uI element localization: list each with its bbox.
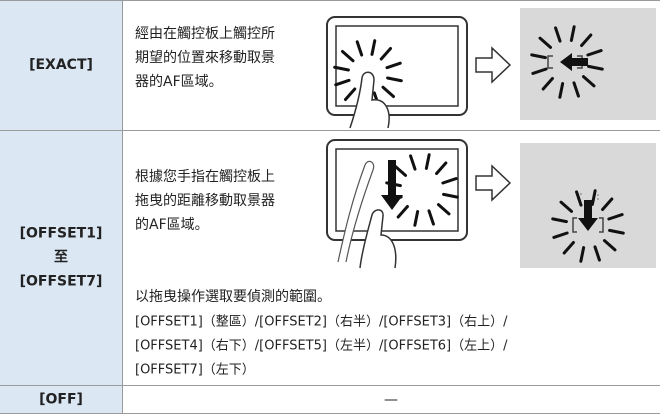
burst-stroke — [393, 164, 408, 177]
burst-stroke — [413, 210, 420, 227]
option-line: [OFFSET7]（左下） — [135, 363, 255, 378]
burst-stroke — [442, 192, 459, 199]
burst-stroke — [396, 204, 409, 219]
label-column — [0, 0, 122, 414]
burst-stroke — [559, 200, 574, 213]
note: 以拖曳操作選取要偵測的範圍。 — [135, 288, 331, 305]
burst-stroke — [552, 231, 569, 239]
touchpad-illustration — [326, 16, 468, 129]
burst-stroke — [580, 33, 593, 48]
description: 經由在觸控板上觸控所 — [135, 26, 275, 42]
burst-stroke — [581, 75, 596, 88]
burst-stroke — [370, 39, 377, 56]
burst-stroke — [530, 53, 547, 60]
burst-stroke — [427, 209, 435, 226]
burst-stroke — [572, 81, 580, 98]
arrow-icon — [475, 46, 512, 84]
burst-stroke — [541, 76, 554, 91]
description: 根據您手指在觸控板上 — [135, 168, 275, 185]
burst-stroke — [385, 61, 402, 70]
burst-stroke — [586, 49, 603, 57]
burst-stroke — [551, 217, 568, 224]
burst-stroke — [601, 197, 614, 212]
description: — — [384, 392, 398, 408]
burst-stroke — [562, 240, 575, 255]
description: 拖曳的距離移動取景器 — [135, 192, 275, 209]
row-label: [OFF] — [39, 392, 83, 408]
row-label: [EXACT] — [29, 57, 93, 73]
burst-stroke — [435, 161, 448, 176]
description: 期望的位置來移動取景 — [135, 50, 275, 66]
row-label: [OFFSET7] — [20, 274, 103, 290]
option-line: [OFFSET4]（右下）/[OFFSET5]（左半）/[OFFSET6]（左上… — [135, 339, 508, 354]
burst-stroke — [538, 36, 553, 49]
option-line: [OFFSET1]（整區）/[OFFSET2]（右半）/[OFFSET3]（右上… — [135, 315, 508, 330]
burst-stroke — [343, 87, 357, 101]
burst-stroke — [575, 190, 583, 207]
burst-stroke — [587, 64, 604, 71]
burst-stroke — [436, 203, 451, 216]
burst-stroke — [341, 49, 355, 63]
burst-stroke — [602, 239, 617, 252]
burst-stroke — [333, 65, 350, 72]
burst-stroke — [554, 26, 562, 43]
burst-stroke — [409, 154, 417, 171]
burst-stroke — [355, 40, 364, 57]
row-label: [OFFSET1] — [20, 226, 103, 242]
arrow-icon — [475, 164, 512, 202]
burst-stroke — [558, 82, 565, 99]
burst-stroke — [607, 213, 624, 221]
burst-stroke — [424, 153, 431, 170]
burst-stroke — [386, 76, 403, 83]
burst-stroke — [334, 78, 351, 87]
touchpad-illustration — [326, 139, 468, 269]
burst-stroke — [381, 85, 395, 99]
description: 器的AF區域。 — [135, 74, 223, 90]
viewfinder-illustration — [520, 143, 656, 268]
burst-stroke — [531, 67, 548, 75]
viewfinder-illustration — [520, 8, 656, 120]
row-label: 至 — [54, 250, 68, 266]
burst-stroke — [593, 245, 601, 262]
burst-stroke — [379, 47, 393, 61]
burst-stroke — [441, 177, 458, 185]
burst-stroke — [579, 246, 586, 263]
description: 的AF區域。 — [135, 217, 209, 233]
burst-stroke — [569, 25, 576, 42]
burst-stroke — [590, 189, 597, 206]
burst-stroke — [608, 228, 625, 235]
